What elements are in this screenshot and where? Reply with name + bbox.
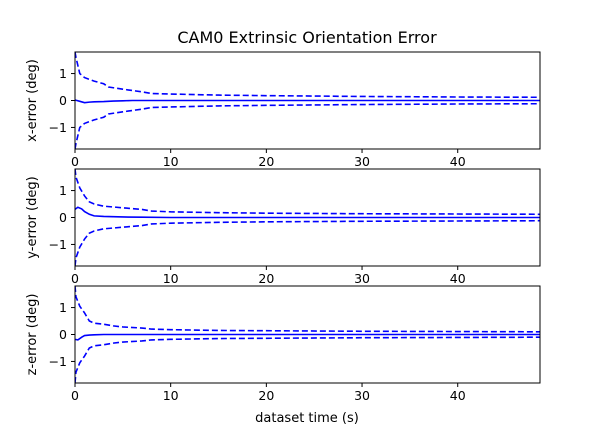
z-error-subplot: 10−10 10 20 30 40z-error (deg) xyxy=(25,285,541,403)
y-xtick-label: 30 xyxy=(354,271,370,286)
z-xtick-label: 0 xyxy=(71,388,79,403)
z-ytick-label: 1 xyxy=(59,300,67,315)
z-xtick-label: 20 xyxy=(258,388,274,403)
x-error-estimate-line xyxy=(75,99,540,104)
z-axis-label: z-error (deg) xyxy=(25,294,40,376)
x-error-lower-bound-line xyxy=(75,102,540,149)
x-xtick-label: 20 xyxy=(258,154,274,169)
z-error-estimate-line xyxy=(75,333,540,341)
z-error-upper-bound-line xyxy=(75,286,540,333)
z-error-lower-bound-line xyxy=(75,336,540,383)
y-ytick-label: 1 xyxy=(59,183,67,198)
y-ytick-label: 0 xyxy=(59,210,67,225)
y-error-lower-bound-line xyxy=(75,219,540,266)
z-xtick-label: 30 xyxy=(354,388,370,403)
y-error-upper-bound-line xyxy=(75,169,540,216)
z-ytick-label: 0 xyxy=(59,327,67,342)
z-xtick-label: 10 xyxy=(163,388,179,403)
x-xtick-label: 10 xyxy=(163,154,179,169)
y-error-subplot: 10−10 10 20 30 40y-error (deg) xyxy=(25,168,541,286)
z-ytick-label: −1 xyxy=(49,354,67,369)
x-ytick-label: 1 xyxy=(59,66,67,81)
x-error-subplot: 10−10 10 20 30 40x-error (deg) xyxy=(25,51,541,169)
x-xtick-label: 40 xyxy=(450,154,466,169)
y-ytick-label: −1 xyxy=(49,237,67,252)
x-axis-label: x-error (deg) xyxy=(25,59,40,142)
chart-title: CAM0 Extrinsic Orientation Error xyxy=(177,28,437,47)
x-ytick-label: −1 xyxy=(49,120,67,135)
y-xtick-label: 10 xyxy=(163,271,179,286)
y-xtick-label: 40 xyxy=(450,271,466,286)
subplots: 10−10 10 20 30 40x-error (deg)10−10 10 20 30 40y… xyxy=(25,51,541,403)
x-error-upper-bound-line xyxy=(75,52,540,99)
x-ytick-label: 0 xyxy=(59,93,67,108)
x-xtick-label: 0 xyxy=(71,154,79,169)
x-xtick-label: 30 xyxy=(354,154,370,169)
y-axis-label: y-error (deg) xyxy=(25,176,40,258)
x-axis-label: dataset time (s) xyxy=(255,411,359,426)
y-xtick-label: 20 xyxy=(258,271,274,286)
y-xtick-label: 0 xyxy=(71,271,79,286)
z-xtick-label: 40 xyxy=(450,388,466,403)
y-error-estimate-line xyxy=(75,206,540,219)
